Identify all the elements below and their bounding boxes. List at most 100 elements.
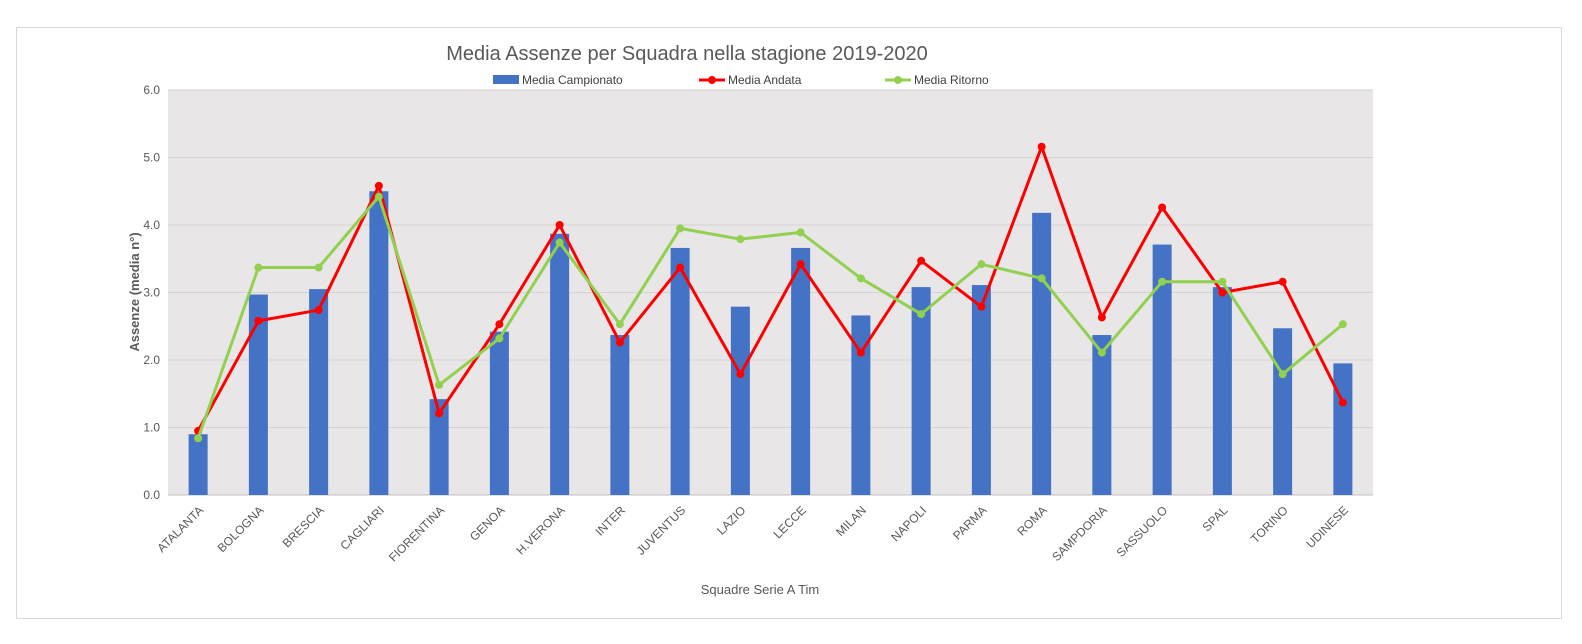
x-tick-label: UDINESE <box>1303 503 1351 551</box>
bar <box>670 247 690 495</box>
bar <box>489 331 509 495</box>
y-axis-label: Assenze (media n°) <box>127 232 142 351</box>
series-point <box>856 348 865 357</box>
bar <box>248 294 268 495</box>
x-tick-label: TORINO <box>1248 503 1291 546</box>
series-point <box>1278 277 1287 286</box>
series-point <box>615 320 624 329</box>
bar <box>851 315 871 495</box>
bar <box>1032 212 1052 495</box>
bar <box>369 191 389 495</box>
series-point <box>977 260 986 269</box>
x-tick-label: SASSUOLO <box>1114 503 1171 560</box>
bar <box>971 285 991 495</box>
series-point <box>917 310 926 319</box>
series-point <box>555 221 564 229</box>
x-tick-label: FIORENTINA <box>386 503 447 564</box>
bar <box>550 233 570 495</box>
chart-title: Media Assenze per Squadra nella stagione… <box>446 43 927 65</box>
series-point <box>1097 348 1106 357</box>
bar <box>730 306 750 495</box>
series-point <box>736 235 745 244</box>
x-tick-label: LAZIO <box>714 503 748 537</box>
bar <box>791 247 811 495</box>
x-tick-label: INTER <box>593 503 629 539</box>
chart-svg: Media Assenze per Squadra nella stagione… <box>127 43 1373 597</box>
series-point <box>856 274 865 283</box>
bar <box>1333 363 1353 495</box>
series-point <box>676 224 685 233</box>
chart-frame: Media Assenze per Squadra nella stagione… <box>16 27 1562 619</box>
series-point <box>555 238 564 247</box>
x-axis-ticks: ATALANTA BOLOGNA BRESCIA CAGLIARIFIORENTINA… <box>154 503 1351 565</box>
bar <box>1273 328 1293 495</box>
x-tick-label: LECCE <box>771 503 809 541</box>
y-tick-label: 1.0 <box>143 421 160 435</box>
series-point <box>615 338 624 347</box>
series-point <box>1097 313 1106 322</box>
series-point <box>1278 370 1287 379</box>
x-tick-label: ATALANTA <box>154 503 206 555</box>
y-tick-label: 0.0 <box>143 488 160 502</box>
x-tick-label: H.VERONA <box>514 503 568 557</box>
bar <box>1152 244 1172 495</box>
legend-label: Media Ritorno <box>914 73 989 87</box>
series-point <box>977 302 986 311</box>
bar <box>911 287 931 495</box>
series-point <box>1338 398 1347 407</box>
bar <box>1092 335 1112 495</box>
x-tick-label: BRESCIA <box>280 503 327 550</box>
series-point <box>1158 277 1167 286</box>
bars <box>188 191 1353 495</box>
series-point <box>1037 274 1046 283</box>
series-point <box>1218 277 1227 286</box>
x-tick-label: MILAN <box>833 503 869 539</box>
bar <box>188 434 208 495</box>
series-point <box>374 192 383 201</box>
series-point <box>435 409 444 418</box>
series-line <box>196 195 1344 439</box>
series-point <box>435 380 444 389</box>
x-tick-label: PARMA <box>950 503 989 542</box>
legend-label: Media Campionato <box>522 73 623 87</box>
x-tick-label: CAGLIARI <box>337 503 387 553</box>
series-point <box>736 370 745 379</box>
y-axis-ticks: 0.0 1.0 2.0 3.0 4.0 5.0 6.0 <box>143 83 160 502</box>
x-tick-label: BOLOGNA <box>215 503 267 555</box>
x-tick-label: GENOA <box>467 503 508 544</box>
bar <box>309 289 329 495</box>
series-point <box>676 263 685 272</box>
series-point <box>796 228 805 237</box>
series-point <box>314 306 323 315</box>
series-point <box>917 256 926 265</box>
legend-marker <box>894 76 902 84</box>
x-axis-label: Squadre Serie A Tim <box>701 582 820 597</box>
series-point <box>796 260 805 269</box>
series-point <box>1218 288 1227 297</box>
legend-swatch <box>493 75 519 84</box>
x-tick-label: SAMPDORIA <box>1049 503 1110 564</box>
series-point <box>495 334 504 343</box>
series-point <box>254 263 263 272</box>
series-point <box>194 434 203 443</box>
gridlines <box>168 89 1373 496</box>
series-point <box>1338 320 1347 329</box>
legend-marker <box>708 76 716 84</box>
y-tick-label: 2.0 <box>143 353 160 367</box>
series-lines <box>194 142 1347 443</box>
bar <box>610 335 630 495</box>
series-point <box>495 320 504 329</box>
series-point <box>374 181 383 190</box>
bar <box>1212 287 1232 495</box>
x-tick-label: NAPOLI <box>888 503 929 544</box>
x-tick-label: JUVENTUS <box>634 503 689 558</box>
series-point <box>1158 203 1167 212</box>
chart-legend: Media Campionato Media Andata Media Ritorn… <box>493 73 989 87</box>
series-point <box>254 316 263 325</box>
bar <box>429 399 449 495</box>
y-tick-label: 4.0 <box>143 218 160 232</box>
y-tick-label: 3.0 <box>143 286 160 300</box>
x-tick-label: SPAL <box>1200 503 1231 534</box>
x-tick-label: ROMA <box>1014 503 1049 538</box>
y-tick-label: 5.0 <box>143 151 160 165</box>
